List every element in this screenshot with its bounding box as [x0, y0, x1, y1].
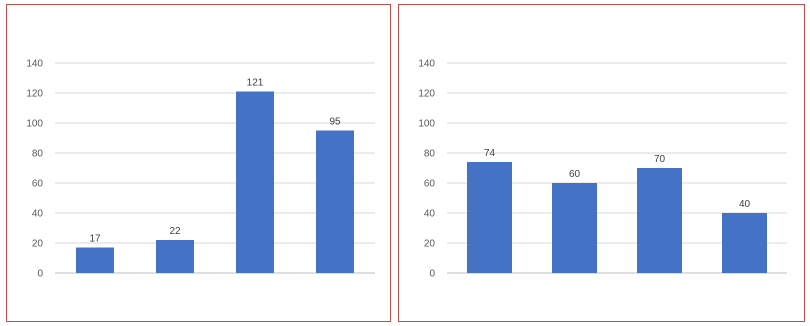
bar-value-label: 95 — [329, 117, 341, 128]
y-tick-label: 40 — [424, 209, 436, 220]
bar-value-label: 74 — [484, 148, 496, 159]
bar-chart-left: 0 20 40 60 80 100 120 140 17 22 121 95 — [26, 59, 375, 280]
bar-chart-right: 0 20 40 60 80 100 120 140 74 60 70 40 — [418, 59, 787, 280]
bar — [552, 183, 597, 273]
bar-value-label: 22 — [169, 226, 181, 237]
y-tick-label: 20 — [424, 239, 436, 250]
bar-value-label: 40 — [739, 199, 751, 210]
y-tick-label: 140 — [26, 59, 43, 70]
bar — [637, 168, 682, 273]
bar — [467, 162, 512, 273]
bar-value-label: 121 — [247, 78, 264, 89]
y-tick-label: 120 — [26, 89, 43, 100]
bar — [76, 247, 114, 273]
y-tick-label: 100 — [418, 119, 435, 130]
y-tick-label: 40 — [32, 209, 44, 220]
bar — [236, 91, 274, 273]
bar-value-label: 60 — [569, 169, 581, 180]
y-tick-label: 120 — [418, 89, 435, 100]
y-tick-label: 60 — [32, 179, 44, 190]
bar-value-label: 70 — [654, 154, 666, 165]
y-tick-label: 100 — [26, 119, 43, 130]
y-tick-label: 80 — [424, 149, 436, 160]
bar-value-label: 17 — [89, 234, 101, 245]
bar — [316, 130, 354, 273]
chart-panel-right: 0 20 40 60 80 100 120 140 74 60 70 40 — [398, 4, 805, 322]
y-tick-label: 0 — [37, 269, 43, 280]
y-tick-label: 60 — [424, 179, 436, 190]
bar — [156, 240, 194, 273]
y-tick-label: 80 — [32, 149, 44, 160]
chart-panel-left: 0 20 40 60 80 100 120 140 17 22 121 95 — [6, 4, 391, 322]
y-tick-label: 0 — [429, 269, 435, 280]
y-tick-label: 20 — [32, 239, 44, 250]
bar — [722, 213, 767, 273]
y-tick-label: 140 — [418, 59, 435, 70]
